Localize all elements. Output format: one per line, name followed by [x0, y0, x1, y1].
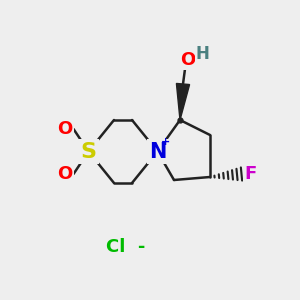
Text: Cl  -: Cl - [106, 238, 146, 256]
Text: N: N [149, 142, 166, 161]
Text: S: S [80, 142, 97, 161]
Text: +: + [161, 137, 170, 147]
Text: F: F [244, 165, 256, 183]
Text: H: H [196, 45, 209, 63]
Text: O: O [180, 51, 195, 69]
Polygon shape [176, 83, 190, 120]
Text: O: O [58, 165, 73, 183]
Text: O: O [58, 120, 73, 138]
